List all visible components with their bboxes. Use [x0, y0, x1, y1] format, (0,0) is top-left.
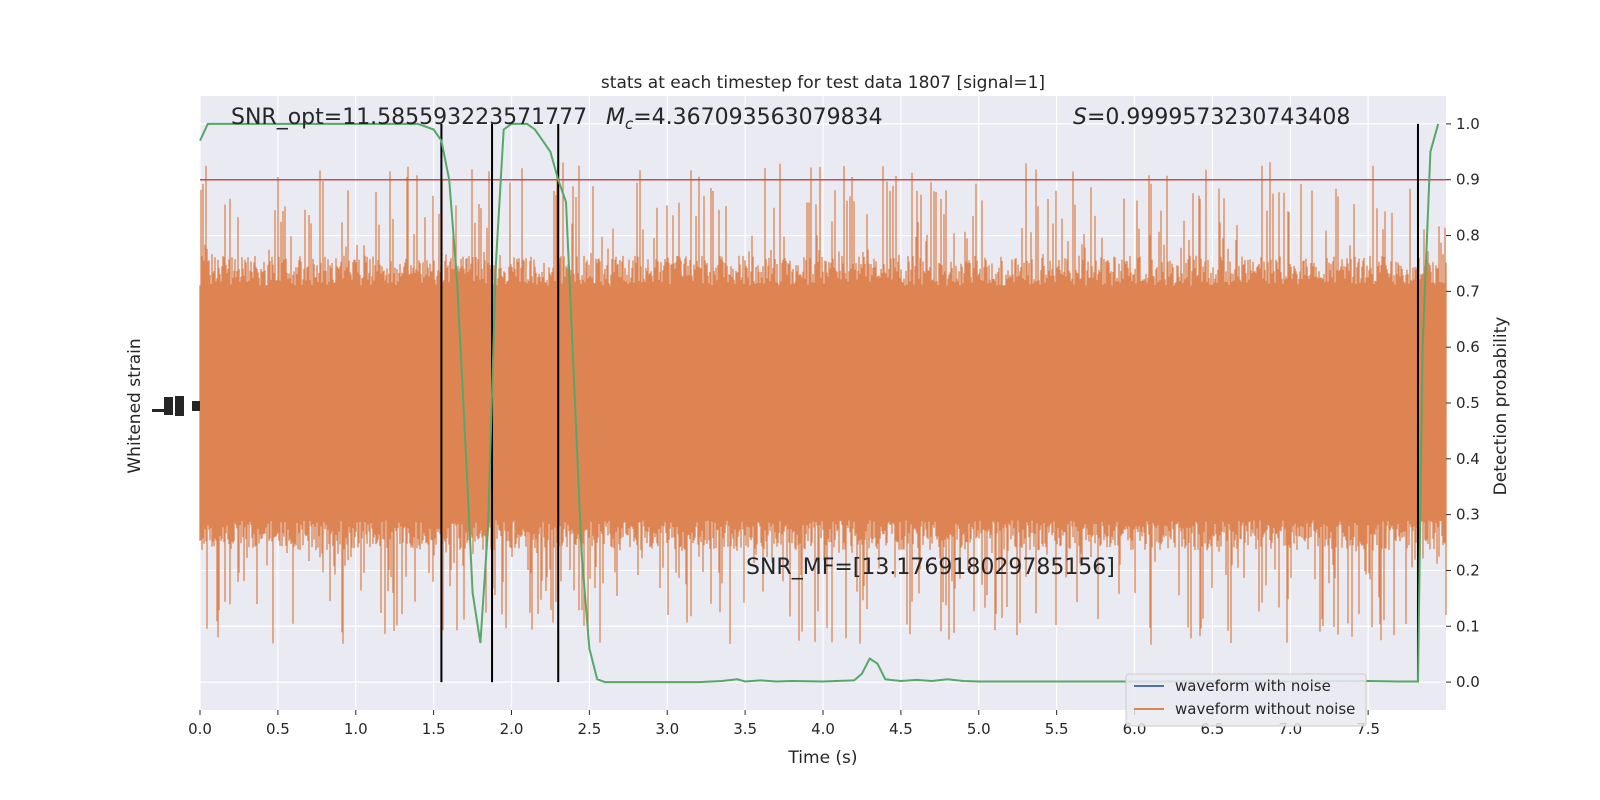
y-tick-label: 0.4	[1456, 450, 1480, 468]
probability-line	[199, 122, 1440, 684]
y-tick-label: 0.8	[1456, 227, 1480, 245]
legend-box	[1125, 673, 1367, 727]
x-tick-label: 2.5	[577, 720, 601, 738]
y-tick-label: 0.7	[1456, 282, 1480, 300]
event-markers	[440, 123, 1419, 683]
y-tick-label: 0.3	[1456, 506, 1480, 524]
legend-label-without-noise: waveform without noise	[1175, 700, 1355, 718]
x-tick-label: 1.0	[344, 720, 368, 738]
x-tick-label: 5.0	[967, 720, 991, 738]
x-tick-label: 0.5	[266, 720, 290, 738]
strain-trace	[199, 162, 1447, 645]
x-tick-label: 1.5	[422, 720, 446, 738]
snr-opt-annotation: SNR_opt=11.585593223571777	[231, 105, 587, 130]
legend-label-with-noise: waveform with noise	[1175, 677, 1331, 695]
x-tick-label: 0.0	[188, 720, 212, 738]
y-axis-label-right: Detection probability	[1491, 317, 1511, 496]
chart-title: stats at each timestep for test data 180…	[601, 73, 1045, 93]
left-axis-ticks-glyph	[152, 396, 200, 416]
y-tick-label: 0.0	[1456, 673, 1480, 691]
chirp-mass-annotation: Mc=4.367093563079834	[606, 105, 883, 133]
x-axis-ticks: 0.0 0.5 1.0 1.5 2.0 2.5 3.0 3.5 4.0 4.5 5.0 5.5 6.0 6…	[188, 710, 1380, 738]
s-annotation: S=0.9999573230743408	[1073, 105, 1350, 130]
x-tick-label: 2.0	[500, 720, 524, 738]
y-axis-ticks-right: 0.0 0.1 0.2 0.3 0.4 0.5 0.6 0.7 0.8 0.9 1.0	[1446, 115, 1480, 691]
strain-series	[199, 162, 1447, 645]
y-tick-label: 0.6	[1456, 338, 1480, 356]
y-tick-label: 1.0	[1456, 115, 1480, 133]
y-tick-label: 0.1	[1456, 617, 1480, 635]
x-tick-label: 3.0	[655, 720, 679, 738]
x-tick-label: 4.0	[811, 720, 835, 738]
x-axis-label: Time (s)	[787, 748, 857, 768]
y-tick-label: 0.5	[1456, 394, 1480, 412]
y-tick-label: 0.9	[1456, 171, 1480, 189]
y-axis-label-left: Whitened strain	[125, 338, 145, 473]
x-tick-label: 5.5	[1045, 720, 1069, 738]
x-tick-label: 3.5	[733, 720, 757, 738]
y-tick-label: 0.2	[1456, 561, 1480, 579]
snr-mf-annotation: SNR_MF=[13.176918029785156]	[746, 555, 1115, 580]
x-tick-label: 4.5	[889, 720, 913, 738]
legend: waveform with noise waveform without noi…	[1125, 673, 1367, 727]
